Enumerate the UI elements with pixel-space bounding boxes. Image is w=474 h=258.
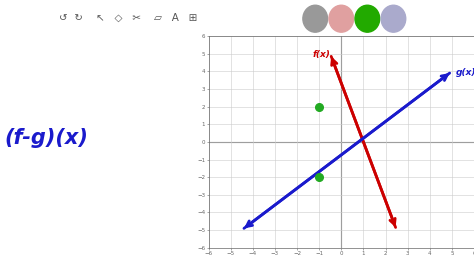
Text: (f-g)(x): (f-g)(x) [4, 128, 88, 148]
Text: g(x): g(x) [456, 68, 474, 77]
Ellipse shape [381, 5, 406, 32]
Text: f(x): f(x) [312, 50, 330, 59]
Ellipse shape [303, 5, 328, 32]
Ellipse shape [355, 5, 380, 32]
Text: ↺  ↻    ↖   ◇   ✂    ▱   A   ⊞: ↺ ↻ ↖ ◇ ✂ ▱ A ⊞ [59, 13, 197, 23]
Ellipse shape [329, 5, 354, 32]
